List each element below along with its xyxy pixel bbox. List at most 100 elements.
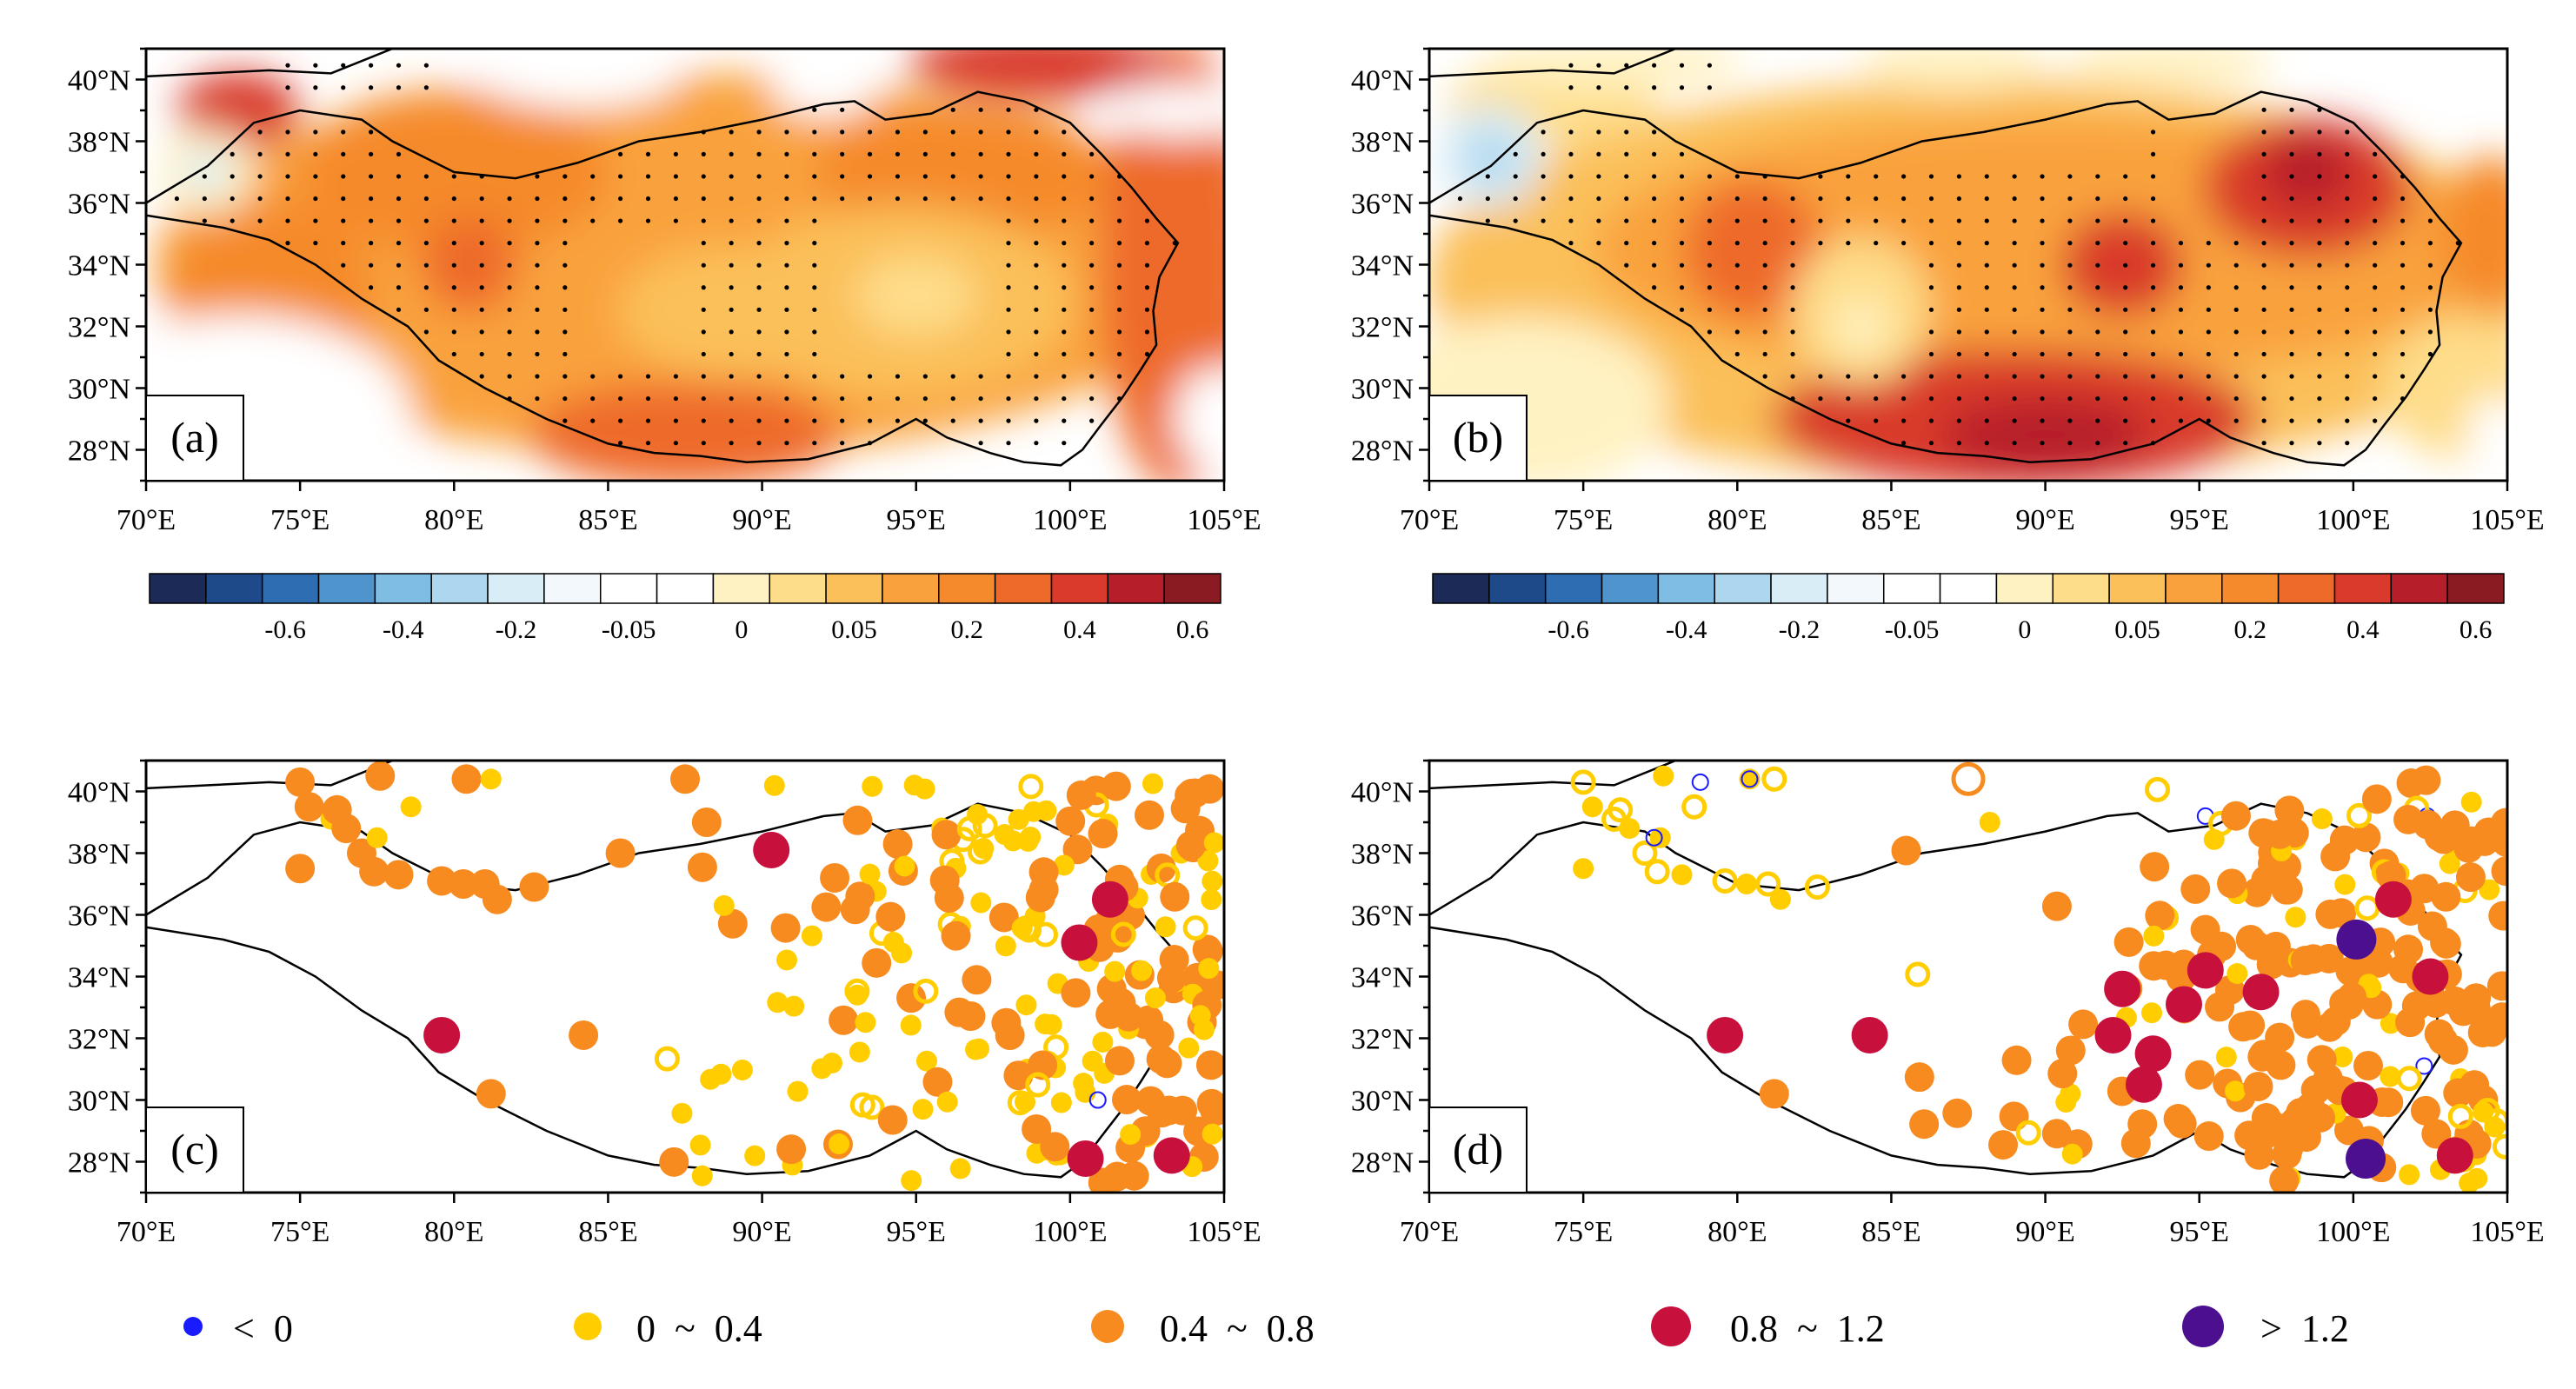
panel-a: (a) 70°E 75°E 80°E 85°E 90°E 95°E 100°E 105°E 28… xyxy=(68,47,1261,536)
station-marker xyxy=(2163,1104,2193,1134)
colorbar-swatch xyxy=(825,573,883,604)
station-marker xyxy=(2346,1138,2386,1179)
station-marker xyxy=(967,839,993,865)
station-marker xyxy=(2486,971,2507,1001)
station-marker xyxy=(941,920,971,951)
station-marker xyxy=(1022,801,1044,822)
station-marker xyxy=(2410,1095,2440,1126)
panel-d-plot-area xyxy=(1429,761,2507,1193)
lon-tick-label: 90°E xyxy=(732,504,791,536)
station-marker xyxy=(2047,1059,2078,1089)
station-marker xyxy=(365,761,396,791)
station-marker xyxy=(1156,963,1187,994)
lat-tick-label: 32°N xyxy=(1351,312,1414,344)
legend-item-0-04: 0 ~ 0.4 xyxy=(574,1307,762,1350)
colorbar-tick-label: 0.4 xyxy=(1063,615,1096,644)
lat-tick-label: 36°N xyxy=(68,189,130,221)
station-marker xyxy=(2151,950,2181,980)
lat-tick-label: 30°N xyxy=(1351,374,1414,406)
station-marker xyxy=(691,1165,713,1186)
station-marker xyxy=(2203,828,2225,850)
station-marker xyxy=(2041,1119,2072,1149)
station-marker xyxy=(2326,898,2357,928)
colorbar-swatch xyxy=(938,573,996,604)
station-marker xyxy=(294,792,324,822)
lon-tick-label: 75°E xyxy=(1554,504,1613,536)
station-marker xyxy=(2336,919,2377,960)
lat-tick-label: 36°N xyxy=(68,901,130,933)
colorbar-swatch xyxy=(656,573,715,604)
station-marker xyxy=(2193,1121,2224,1152)
station-marker xyxy=(2361,784,2392,814)
station-marker xyxy=(1144,1020,1175,1050)
station-marker xyxy=(2380,1066,2401,1087)
colorbar-swatch xyxy=(261,573,320,604)
colorbar-tick-label: 0.05 xyxy=(831,615,877,644)
lat-tick-label: 30°N xyxy=(68,374,130,406)
colorbar-tick-label: 0.4 xyxy=(2346,615,2380,644)
station-marker xyxy=(2306,1045,2337,1075)
station-marker xyxy=(2113,927,2144,957)
station-marker xyxy=(1197,850,1219,872)
station-marker xyxy=(480,768,502,790)
station-marker xyxy=(783,995,805,1017)
station-marker xyxy=(2094,1016,2132,1053)
station-marker xyxy=(1075,1081,1096,1103)
lon-tick-label: 95°E xyxy=(887,504,946,536)
station-marker xyxy=(1160,881,1190,912)
colorbar-tick-label: 0.6 xyxy=(2460,615,2493,644)
station-marker xyxy=(2285,907,2306,928)
station-marker xyxy=(1905,961,1931,987)
panel-d-label: (d) xyxy=(1453,1125,1503,1173)
lon-tick-label: 85°E xyxy=(578,504,637,536)
station-marker xyxy=(1111,1085,1142,1115)
colorbar-swatch xyxy=(374,573,432,604)
station-marker xyxy=(2227,963,2248,985)
colorbar-tick-label: 0 xyxy=(735,615,748,644)
colorbar-swatch xyxy=(2165,573,2223,604)
station-marker xyxy=(936,1091,958,1113)
lat-tick-label: 28°N xyxy=(68,1147,130,1180)
station-marker xyxy=(359,856,389,887)
colorbar-swatch xyxy=(2333,573,2393,604)
station-marker xyxy=(717,908,748,939)
station-marker xyxy=(1134,800,1164,830)
station-marker xyxy=(1092,1031,1114,1053)
lon-tick-label: 70°E xyxy=(1400,1216,1459,1248)
station-marker xyxy=(1061,978,1091,1008)
station-marker xyxy=(2311,808,2333,830)
station-marker xyxy=(2438,1034,2468,1065)
station-marker xyxy=(670,764,700,794)
lon-tick-label: 95°E xyxy=(2170,1216,2229,1248)
station-marker xyxy=(859,863,881,885)
panel-a-plateau-outline xyxy=(146,49,1180,467)
station-marker xyxy=(1649,827,1671,848)
station-marker xyxy=(1040,1132,1070,1162)
colorbar-swatch xyxy=(1995,573,2054,604)
station-marker xyxy=(569,1020,599,1050)
station-marker xyxy=(1644,859,1670,885)
station-marker xyxy=(2412,958,2449,995)
station-marker xyxy=(2346,802,2373,828)
station-marker xyxy=(1061,924,1098,961)
panel-a-axes: 70°E 75°E 80°E 85°E 90°E 95°E 100°E 105°E 28°N 30… xyxy=(68,47,1261,536)
station-marker xyxy=(801,925,822,947)
colorbar-swatch xyxy=(599,573,658,604)
colorbar-swatch xyxy=(882,573,940,604)
svg-text:0.4 ~ 0.8: 0.4 ~ 0.8 xyxy=(1160,1307,1315,1350)
station-marker xyxy=(1015,994,1037,1016)
station-marker xyxy=(862,775,883,797)
station-marker xyxy=(2431,928,2461,959)
station-marker xyxy=(811,1058,833,1080)
station-marker xyxy=(2271,874,2301,905)
colorbar-tick-label: -0.4 xyxy=(1666,615,1707,644)
station-marker xyxy=(2180,874,2211,904)
panel-d-stations xyxy=(1570,761,2507,1193)
station-marker xyxy=(1018,774,1044,800)
station-marker xyxy=(731,1060,753,1081)
lat-tick-label: 28°N xyxy=(1351,435,1414,468)
station-marker xyxy=(1088,819,1118,849)
panel-a-contour-field xyxy=(146,49,1224,481)
station-marker xyxy=(1570,769,1596,795)
station-marker xyxy=(1200,1096,1224,1126)
